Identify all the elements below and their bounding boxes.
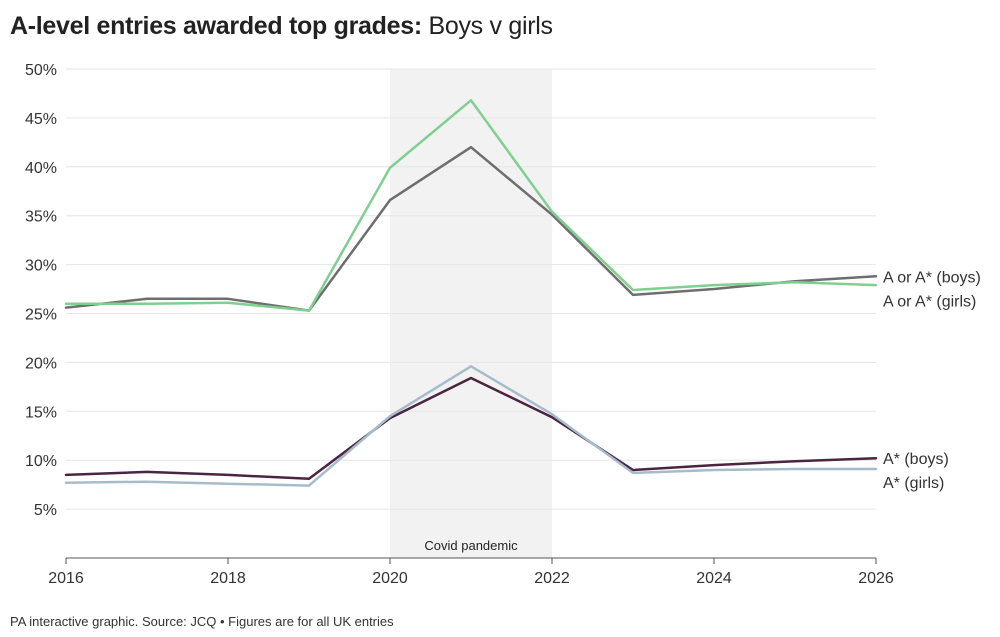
series-label: A or A* (girls) [883,293,976,310]
chart-title: A-level entries awarded top grades: Boys… [10,12,553,41]
footer-source-note: PA interactive graphic. Source: JCQ • Fi… [10,614,394,629]
title-separator: : [413,12,422,40]
y-tick-label: 35% [25,209,57,226]
series-label: A* (boys) [883,451,949,468]
series-label: A or A* (boys) [883,269,981,286]
y-tick-label: 40% [25,160,57,177]
y-tick-label: 20% [25,355,57,372]
y-tick-label: 15% [25,404,57,421]
series-lines [64,99,878,487]
series-label: A* (girls) [883,475,944,492]
x-tick-label: 2024 [696,570,732,587]
series-line [64,376,878,481]
series-line [64,145,878,312]
gridlines [66,68,876,510]
series-line [64,99,878,312]
series-labels: A or A* (boys) A or A* (girls) A* (boys) A*… [883,269,981,492]
y-axis-ticks: 5% 10% 15% 20% 25% 30% 35% 40% 45% 50% [25,62,57,519]
covid-region-label: Covid pandemic [424,538,518,553]
series-line [64,365,878,487]
x-axis: 2016 2018 2020 2022 2024 2026 [48,557,894,587]
x-tick-label: 2022 [534,570,570,587]
x-tick-label: 2020 [372,570,408,587]
title-main: A-level entries awarded top grades [10,12,414,40]
y-tick-label: 45% [25,111,57,128]
x-tick-label: 2016 [48,570,84,587]
y-tick-label: 30% [25,258,57,275]
x-tick-label: 2018 [210,570,246,587]
title-subtitle: Boys v girls [421,12,554,40]
y-tick-label: 5% [34,502,57,519]
y-tick-label: 50% [25,62,57,79]
y-tick-label: 25% [25,307,57,324]
x-tick-label: 2026 [858,570,894,587]
y-tick-label: 10% [25,453,57,470]
